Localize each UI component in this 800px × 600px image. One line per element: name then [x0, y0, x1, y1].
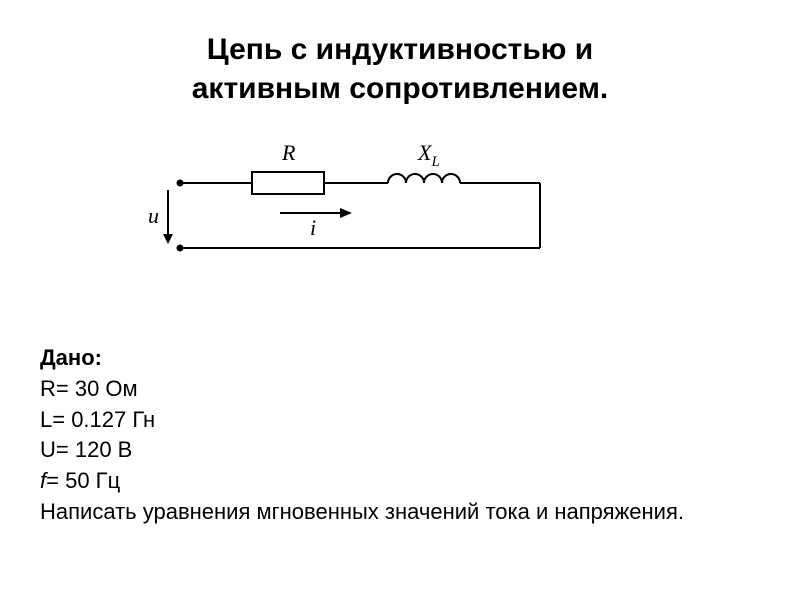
freq-rest: = 50 Гц [46, 468, 120, 493]
given-task: Написать уравнения мгновенных значений т… [40, 497, 760, 528]
current-arrow-head [340, 208, 352, 218]
terminal-bottom [177, 245, 184, 252]
given-heading: Дано: [40, 345, 102, 370]
title-line-1: Цепь с индуктивностью и [207, 33, 593, 66]
resistor [252, 172, 324, 194]
given-line-1: L= 0.127 Гн [40, 405, 760, 436]
title-line-2: активным сопротивлением. [192, 72, 608, 105]
inductor [388, 174, 460, 183]
given-section: Дано: R= 30 Ом L= 0.127 Гн U= 120 В f= 5… [40, 343, 760, 528]
label-XL: XL [417, 140, 440, 170]
label-i: i [310, 215, 316, 240]
voltage-arrow-head [163, 234, 173, 244]
circuit-svg: R XL u i [140, 138, 560, 298]
circuit-diagram: R XL u i [140, 138, 760, 303]
page-title: Цепь с индуктивностью и активным сопроти… [40, 30, 760, 108]
given-line-0: R= 30 Ом [40, 374, 760, 405]
terminal-top [177, 180, 184, 187]
given-line-2: U= 120 В [40, 435, 760, 466]
label-R: R [281, 140, 296, 165]
given-line-freq: f= 50 Гц [40, 466, 760, 497]
label-u: u [148, 203, 159, 228]
